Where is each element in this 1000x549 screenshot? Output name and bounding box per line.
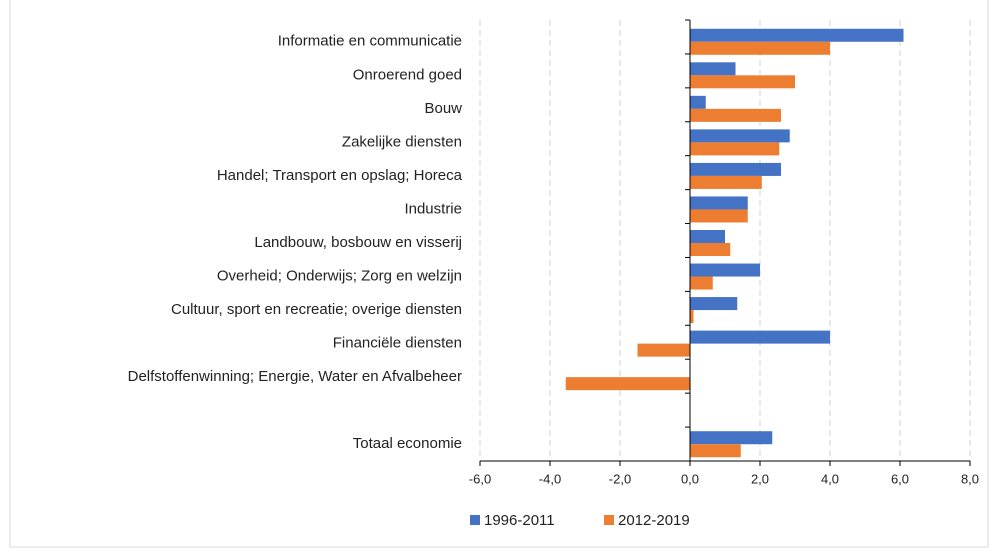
bar (690, 162, 781, 176)
bar (690, 95, 706, 109)
legend-label: 2012-2019 (618, 512, 690, 529)
x-tick-label: 4,0 (821, 471, 839, 486)
category-label: Zakelijke diensten (342, 133, 462, 150)
category-label: Financiële diensten (333, 335, 462, 352)
x-tick-label: -4,0 (539, 471, 561, 486)
category-label: Landbouw, bosbouw en visserij (254, 234, 462, 251)
category-label: Informatie en communicatie (278, 33, 462, 50)
bar (637, 343, 690, 357)
x-tick-label: 6,0 (891, 471, 909, 486)
bar (690, 263, 760, 277)
category-label: Industrie (404, 200, 462, 217)
bar (690, 230, 725, 243)
category-label: Overheid; Onderwijs; Zorg en welzijn (217, 268, 462, 285)
x-tick-label: -2,0 (609, 471, 631, 486)
x-tick-label: -6,0 (469, 471, 491, 486)
legend-swatch (470, 515, 480, 525)
bar (690, 330, 830, 344)
chart-frame (9, 0, 989, 548)
bar (690, 129, 790, 143)
bar (690, 209, 748, 223)
category-label: Totaal economie (353, 435, 462, 452)
legend-label: 1996-2011 (484, 512, 555, 529)
bar (690, 142, 780, 156)
legend-swatch (604, 515, 614, 525)
bar (690, 243, 731, 256)
bar (690, 431, 773, 445)
bar (690, 297, 738, 311)
bar (690, 28, 904, 42)
category-label: Cultuur, sport en recreatie; overige die… (171, 301, 462, 318)
bar (690, 62, 736, 76)
bar (690, 108, 781, 122)
bar (690, 276, 713, 290)
category-label: Handel; Transport en opslag; Horeca (217, 167, 463, 184)
category-label: Onroerend goed (353, 66, 462, 83)
bar (690, 41, 830, 55)
bar (690, 75, 795, 89)
category-label: Delfstoffenwinning; Energie, Water en Af… (128, 368, 462, 385)
bar (565, 377, 690, 391)
category-label: Bouw (424, 100, 462, 117)
x-tick-label: 0,0 (681, 471, 699, 486)
bar (690, 196, 748, 210)
bar (690, 310, 694, 324)
bar (690, 175, 762, 189)
x-tick-label: 8,0 (961, 471, 979, 486)
bar (690, 444, 741, 458)
x-tick-label: 2,0 (751, 471, 769, 486)
